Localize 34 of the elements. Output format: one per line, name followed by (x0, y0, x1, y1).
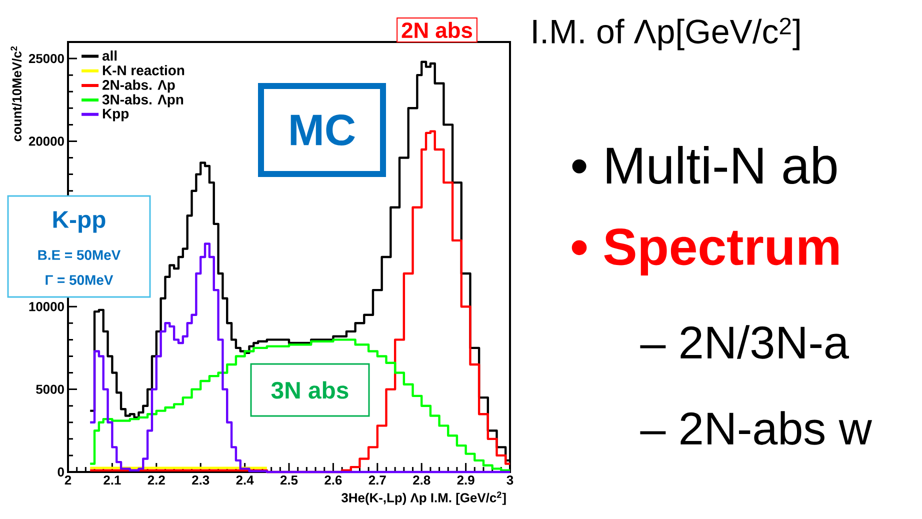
text: – 2N-abs w (640, 411, 872, 445)
x-tick-label: 2.7 (368, 476, 386, 485)
annotation: Γ = 50MeV (46, 275, 114, 285)
x-tick-label: 2.6 (324, 476, 342, 485)
y-tick-label: 25000 (28, 54, 64, 64)
annotation: 3N abs (271, 381, 348, 399)
legend-label: 3N-abs. Λpn (102, 94, 184, 108)
legend-label: all (102, 50, 117, 61)
text: – 2N/3N-a (640, 325, 850, 359)
legend-label: Kpp (102, 108, 129, 122)
y-axis-title: count/10MeV/c$^{2}$ (10, 46, 22, 142)
legend-label: 2N-abs. Λp (102, 80, 175, 93)
x-tick-label: 3 (506, 476, 514, 485)
x-tick-label: 2.3 (192, 476, 210, 485)
x-tick-label: 2.9 (457, 476, 474, 485)
x-tick-label: 2.5 (280, 476, 298, 485)
legend-label: K-N reaction (102, 65, 184, 76)
text: 2N abs (402, 22, 472, 38)
y-tick-label: 5000 (36, 384, 64, 394)
y-tick-label: 0 (58, 467, 64, 477)
x-tick-label: 2.2 (148, 476, 165, 485)
text: I.M. of Λp[GeV/c$^{2}$] (533, 18, 800, 50)
annotation: MC (290, 114, 355, 146)
x-tick-label: 2.8 (413, 476, 430, 485)
y-tick-label: 10000 (29, 302, 64, 312)
y-tick-label: 20000 (28, 136, 64, 146)
x-tick-label: 2.4 (236, 476, 254, 485)
x-tick-label: 2 (64, 476, 72, 485)
text: • Multi-N ab (572, 146, 837, 184)
x-axis-title: 3He(K-,Lp) Λp I.M. [GeV/c$^{2}$] (341, 492, 506, 505)
annotation: K-pp (53, 211, 106, 233)
x-tick-label: 2.1 (104, 476, 121, 485)
annotation: B.E = 50MeV (38, 250, 121, 260)
text: • Spectrum (572, 228, 838, 276)
